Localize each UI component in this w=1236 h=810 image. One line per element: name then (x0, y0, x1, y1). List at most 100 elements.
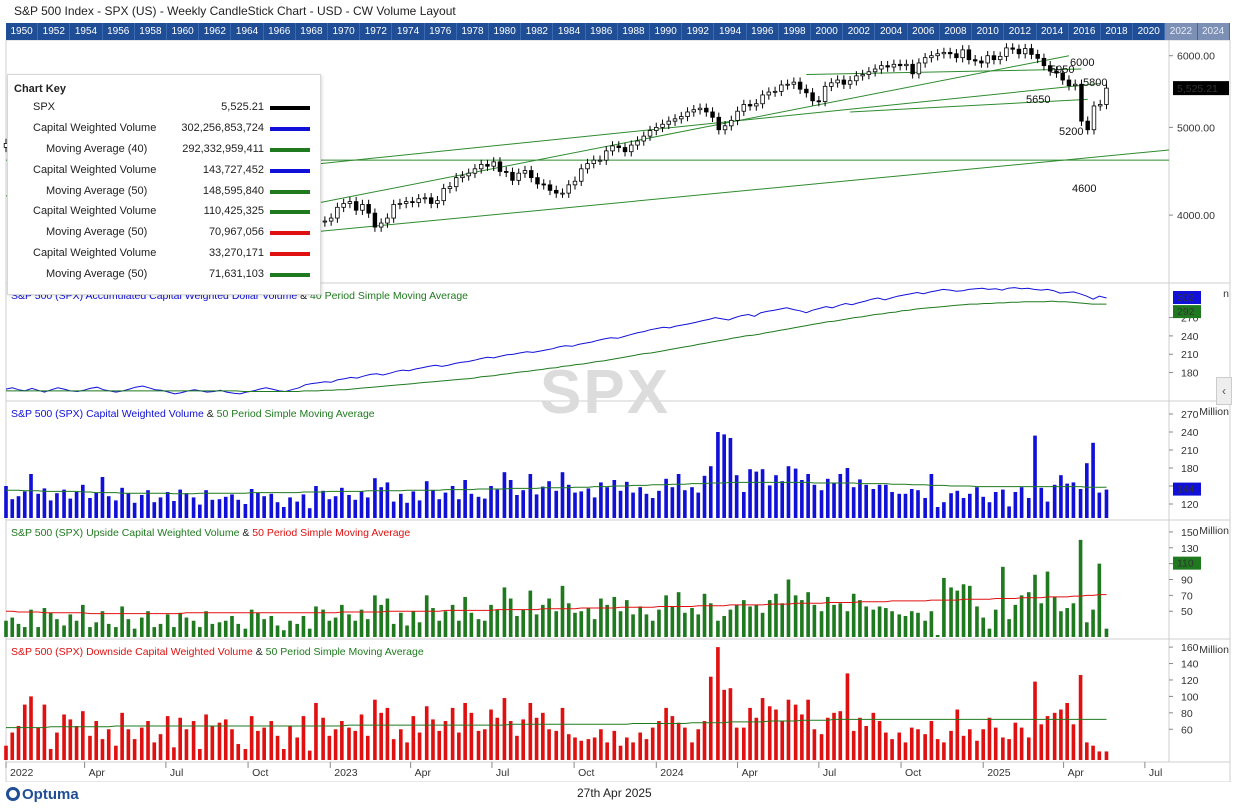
chart-key-label: Capital Weighted Volume (33, 121, 157, 134)
candle (378, 222, 384, 228)
volume-bar (650, 620, 655, 637)
year-button[interactable]: 2008 (940, 23, 973, 40)
value-badge (1173, 556, 1201, 570)
volume-bar (243, 628, 248, 637)
year-button[interactable]: 2010 (972, 23, 1005, 40)
chart-key-row[interactable]: Moving Average (50) 71,631,103 (8, 264, 320, 285)
volume-bar (993, 492, 998, 518)
last-value-badge-text: 5,525.21 (1177, 83, 1218, 95)
year-button[interactable]: 1974 (392, 23, 425, 40)
year-button[interactable]: 1994 (714, 23, 747, 40)
year-button[interactable]: 2018 (1101, 23, 1134, 40)
year-button[interactable]: 1982 (521, 23, 554, 40)
year-button[interactable]: 2004 (875, 23, 908, 40)
volume-bar (702, 475, 707, 518)
chart-key-row[interactable]: Capital Weighted Volume 143,727,452 (8, 160, 320, 181)
year-button[interactable]: 1980 (489, 23, 522, 40)
chart-key[interactable]: Chart Key SPX 5,525.21 Capital Weighted Vo… (7, 74, 321, 295)
year-button[interactable]: 2016 (1069, 23, 1101, 40)
volume-bar (443, 721, 448, 760)
volume-bar (845, 611, 850, 637)
year-button[interactable]: 1950 (6, 23, 39, 40)
volume-bar (405, 625, 409, 637)
year-button[interactable]: 1962 (199, 23, 232, 40)
volume-bar (586, 739, 591, 760)
volume-bar (158, 734, 163, 760)
year-button[interactable]: 1964 (231, 23, 264, 40)
year-button[interactable]: 1990 (650, 23, 683, 40)
volume-bar (10, 617, 15, 637)
year-button[interactable]: 1952 (38, 23, 71, 40)
year-button[interactable]: 1966 (264, 23, 296, 40)
year-button[interactable]: 1958 (135, 23, 168, 40)
candle (579, 168, 584, 182)
candle (622, 147, 628, 153)
chart-key-row[interactable]: Moving Average (50) 148,595,840 (8, 181, 320, 202)
volume-bar (152, 627, 157, 637)
chart-key-row[interactable]: Moving Average (40) 292,332,959,411 (8, 139, 320, 160)
year-navigator[interactable]: 1950 1952 1954 1956 1958 1960 1962 1964 1966 1968… (6, 23, 1230, 40)
volume-bar (825, 596, 830, 637)
volume-bar (728, 609, 733, 637)
volume-bar (74, 620, 79, 637)
volume-bar (249, 716, 254, 760)
year-button[interactable]: 2014 (1037, 23, 1069, 40)
volume-bar (243, 748, 248, 760)
volume-bar (114, 627, 118, 637)
chart-key-value: 143,727,452 (202, 163, 264, 176)
chart-key-row[interactable]: Capital Weighted Volume 33,270,171 (8, 243, 320, 264)
volume-bar (851, 593, 856, 637)
year-button[interactable]: 1960 (167, 23, 200, 40)
volume-bar (489, 709, 493, 760)
volume-bar (269, 493, 274, 518)
volume-bar (774, 709, 778, 760)
volume-bar (793, 468, 798, 518)
year-button[interactable]: 2012 (1004, 23, 1037, 40)
volume-bar (495, 489, 500, 518)
volume-bar (16, 725, 21, 760)
volume-bar (734, 475, 739, 518)
year-button[interactable]: 1992 (682, 23, 715, 40)
side-panel-toggle[interactable]: ‹ (1216, 377, 1232, 405)
volume-bar (541, 712, 545, 760)
volume-bar (676, 592, 681, 637)
year-button[interactable]: 2002 (843, 23, 876, 40)
year-button[interactable]: 2020 (1133, 23, 1166, 40)
year-button[interactable]: 1984 (553, 23, 586, 40)
volume-bar (1039, 487, 1044, 518)
chart-key-row[interactable]: Moving Average (50) 70,967,056 (8, 222, 320, 243)
year-button[interactable]: 1972 (360, 23, 393, 40)
volume-bar (884, 484, 888, 518)
year-button[interactable]: 1978 (457, 23, 490, 40)
volume-bar (230, 494, 234, 518)
year-button[interactable]: 1954 (70, 23, 103, 40)
year-button[interactable]: 2000 (811, 23, 844, 40)
year-button[interactable]: 1968 (296, 23, 329, 40)
year-button[interactable]: 1988 (618, 23, 651, 40)
volume-bar (929, 721, 934, 760)
volume-bar (178, 489, 182, 518)
year-button[interactable]: 1996 (747, 23, 779, 40)
chart-key-row[interactable]: SPX 5,525.21 (8, 97, 320, 118)
volume-bar (431, 608, 435, 637)
year-button[interactable]: 1970 (328, 23, 361, 40)
y-tick-label: 50 (1181, 606, 1193, 618)
chart-key-row[interactable]: Capital Weighted Volume 302,256,853,724 (8, 118, 320, 139)
year-button[interactable]: 1956 (103, 23, 135, 40)
year-button[interactable]: 2022 (1165, 23, 1198, 40)
y-tick-label: 140 (1181, 659, 1199, 671)
volume-bar (443, 492, 448, 518)
volume-bar (916, 729, 920, 760)
volume-bar (373, 595, 377, 637)
year-button[interactable]: 2006 (908, 23, 940, 40)
volume-bar (967, 493, 972, 518)
volume-bar (10, 499, 15, 518)
pane-title-part: & (300, 290, 310, 302)
chart-key-row[interactable]: Capital Weighted Volume 110,425,325 (8, 201, 320, 222)
x-axis: 2022 Apr Jul Oct 2023 Apr Jul Oct 2024 Apr Jul Oct 2… (5, 761, 1231, 782)
year-button[interactable]: 1998 (779, 23, 812, 40)
year-button[interactable]: 2024 (1197, 23, 1230, 40)
volume-bar (476, 496, 481, 518)
year-button[interactable]: 1986 (586, 23, 618, 40)
year-button[interactable]: 1976 (425, 23, 457, 40)
